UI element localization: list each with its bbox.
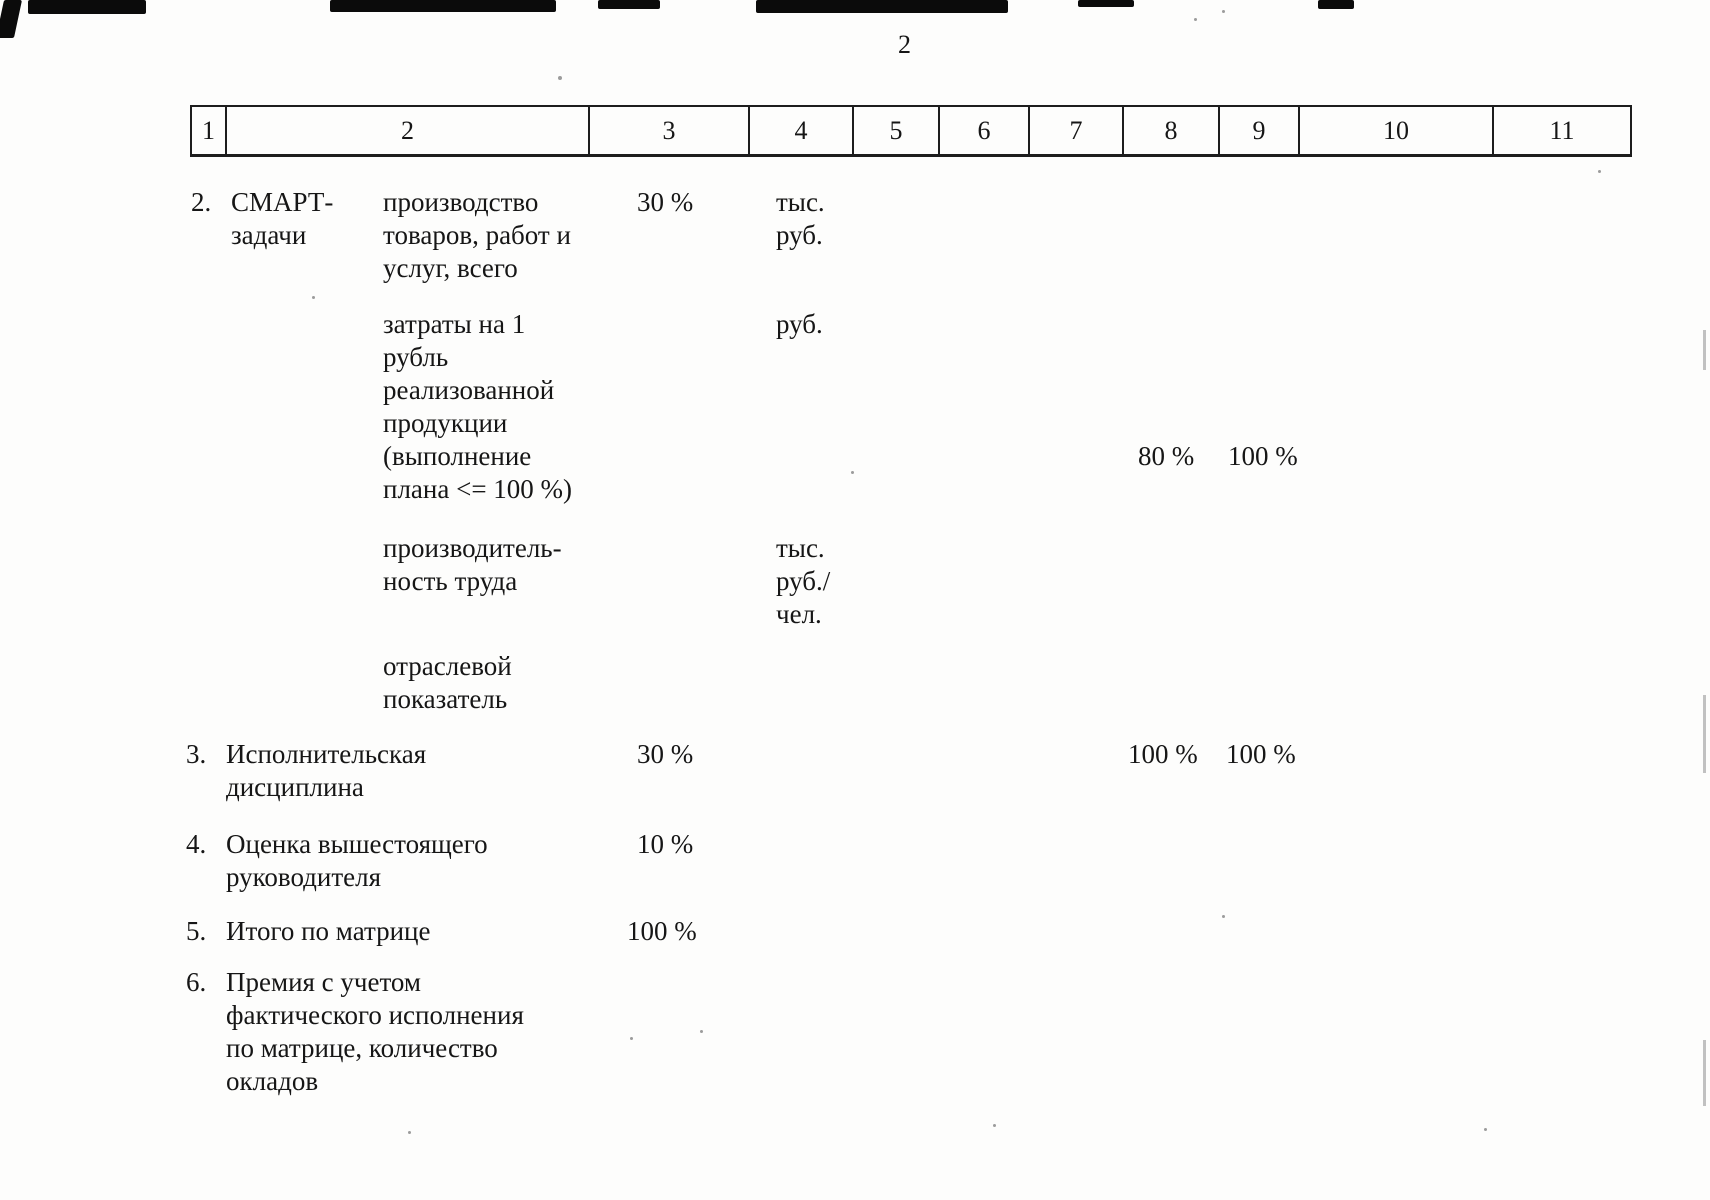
- scan-artifact: [598, 0, 660, 9]
- smart-productivity-name: производитель- ность труда: [383, 533, 562, 596]
- smart-costs-value-col8: 80 %: [1138, 441, 1195, 471]
- smart-production-unit: тыс. руб.: [776, 187, 825, 250]
- scan-artifact: [756, 0, 1008, 13]
- scan-speck: [312, 296, 315, 299]
- table-header-cell-10: 10: [1298, 107, 1492, 154]
- smart-costs-unit: руб.: [776, 309, 823, 339]
- discipline-value-col9: 100 %: [1226, 739, 1296, 769]
- smart-production-weight: 30 %: [637, 187, 694, 217]
- smart-productivity-unit: тыс. руб./ чел.: [776, 533, 831, 629]
- scan-speck: [851, 471, 854, 474]
- scan-artifact: [28, 0, 146, 14]
- scan-artifact: [1318, 0, 1354, 9]
- discipline-weight: 30 %: [637, 739, 694, 769]
- row-evaluation-label: Оценка вышестоящего руководителя: [226, 829, 488, 892]
- discipline-value-col8: 100 %: [1128, 739, 1198, 769]
- row-smart-number: 2.: [191, 187, 212, 217]
- row-discipline-number: 3.: [186, 739, 207, 769]
- table-header-row: 1 2 3 4 5 6 7 8 9 10 11: [190, 105, 1632, 157]
- total-weight: 100 %: [627, 916, 697, 946]
- evaluation-weight: 10 %: [637, 829, 694, 859]
- scan-speck: [700, 1030, 703, 1033]
- row-total-label: Итого по матрице: [226, 916, 431, 946]
- row-total-number: 5.: [186, 916, 207, 946]
- row-bonus-number: 6.: [186, 967, 207, 997]
- row-evaluation-number: 4.: [186, 829, 207, 859]
- scan-edge-line: [1703, 330, 1706, 370]
- scan-speck: [1222, 915, 1225, 918]
- scan-speck: [558, 76, 562, 80]
- scan-speck: [630, 1037, 633, 1040]
- row-discipline-label: Исполнительская дисциплина: [226, 739, 427, 802]
- table-header-cell-5: 5: [852, 107, 938, 154]
- smart-costs-name: затраты на 1 рубль реализованной продукц…: [383, 309, 573, 504]
- table-header-cell-3: 3: [588, 107, 748, 154]
- scan-edge-line: [1703, 695, 1706, 773]
- scan-speck: [408, 1131, 411, 1134]
- scan-edge-line: [1703, 1040, 1706, 1106]
- scan-artifact: [330, 0, 556, 12]
- smart-industry-indicator-name: отраслевой показатель: [383, 651, 512, 714]
- table-header-cell-4: 4: [748, 107, 852, 154]
- smart-costs-value-col9: 100 %: [1228, 441, 1298, 471]
- scan-speck: [1484, 1128, 1487, 1131]
- table-header-cell-2: 2: [225, 107, 588, 154]
- table-header-cell-11: 11: [1492, 107, 1632, 154]
- row-smart-label: СМАРТ- задачи: [231, 187, 334, 250]
- table-header-cell-9: 9: [1218, 107, 1298, 154]
- scan-speck: [1598, 170, 1601, 173]
- smart-production-name: производство товаров, работ и услуг, все…: [383, 187, 571, 283]
- table-header-cell-8: 8: [1122, 107, 1218, 154]
- table-header-cell-1: 1: [190, 107, 225, 154]
- scan-artifact: [0, 0, 23, 38]
- scan-speck: [993, 1124, 996, 1127]
- scan-speck: [1222, 10, 1225, 13]
- scan-speck: [1194, 18, 1197, 21]
- scan-artifact: [1078, 0, 1134, 7]
- table-header-cell-6: 6: [938, 107, 1028, 154]
- table-header-cell-7: 7: [1028, 107, 1122, 154]
- page-number: 2: [898, 30, 911, 59]
- row-bonus-label: Премия с учетом фактического исполнения …: [226, 967, 524, 1096]
